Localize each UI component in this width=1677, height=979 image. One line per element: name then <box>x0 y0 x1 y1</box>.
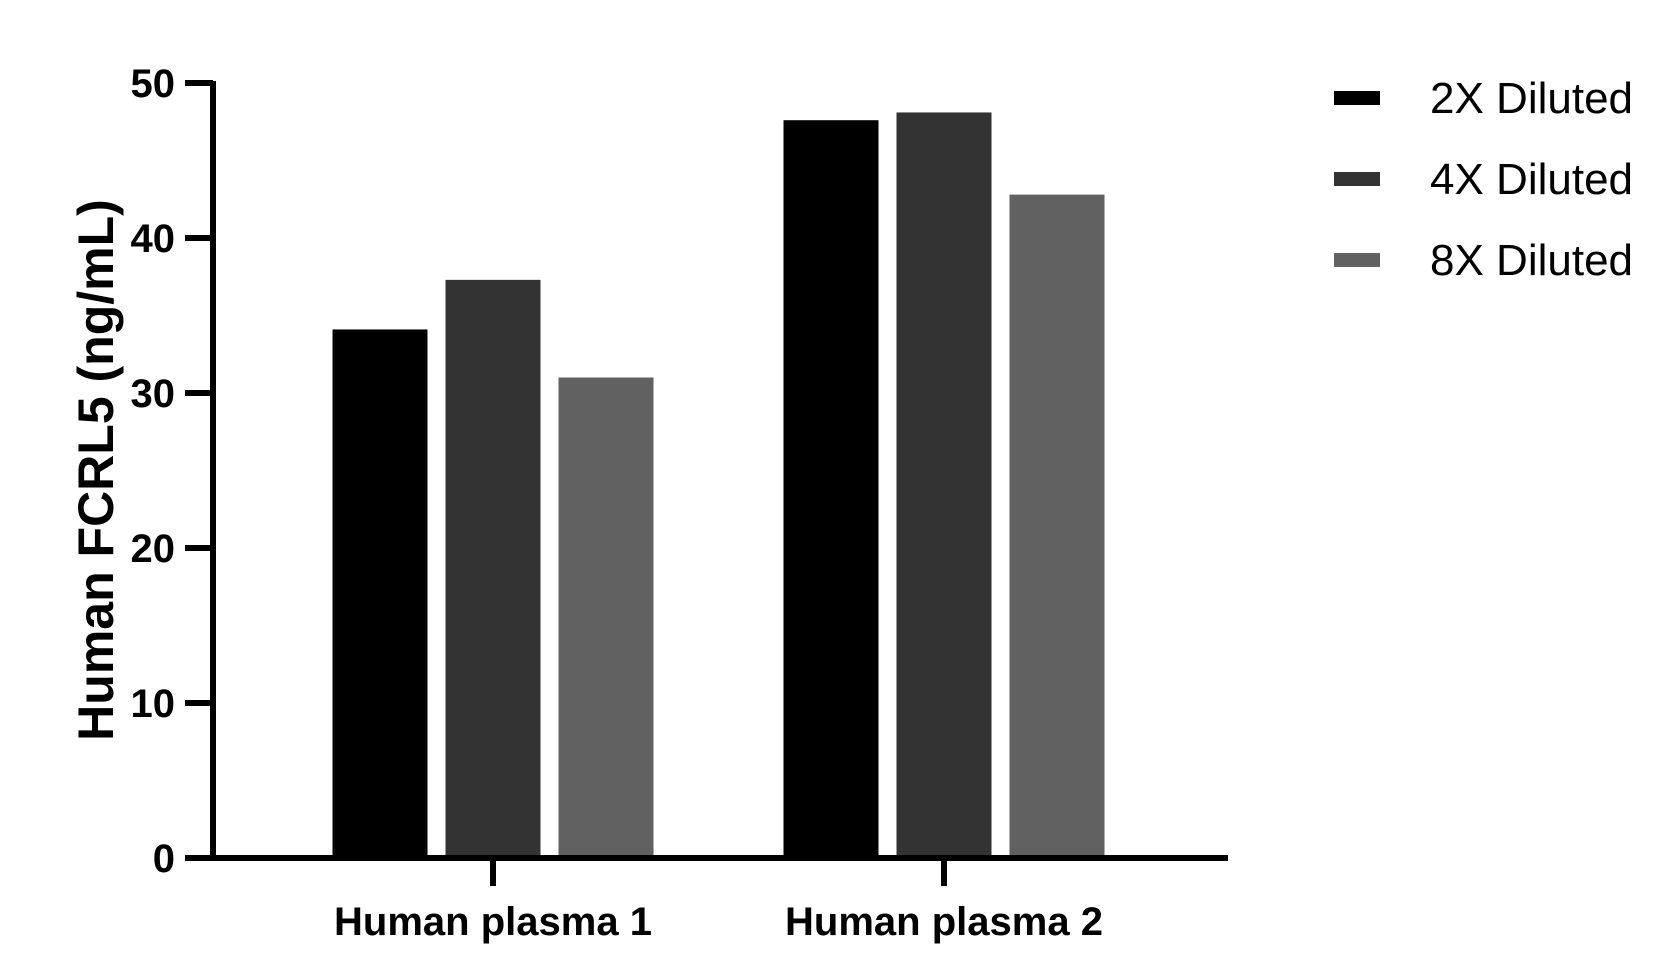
legend-label-2: 4X Diluted <box>1430 155 1633 204</box>
bar-1-3 <box>558 377 654 858</box>
legend-label-3: 8X Diluted <box>1430 236 1633 285</box>
bar-2-1 <box>783 120 879 858</box>
y-tick-label-40: 40 <box>131 217 176 261</box>
bar-2-3 <box>1009 194 1105 859</box>
bar-1-2 <box>445 279 541 859</box>
y-tick-label-20: 20 <box>131 527 176 571</box>
legend-swatch-1 <box>1334 91 1380 105</box>
legend-swatch-3 <box>1334 253 1380 267</box>
bars-layer <box>332 112 1105 859</box>
x-category-label-2: Human plasma 2 <box>785 900 1103 944</box>
axes-layer: 0 10 20 30 40 50 Human plasma 1 Human plasma 2 <box>131 62 1228 944</box>
y-tick-label-50: 50 <box>131 62 176 106</box>
legend-swatch-2 <box>1334 172 1380 186</box>
legend-label-1: 2X Diluted <box>1430 74 1633 123</box>
bar-2-2 <box>896 112 992 858</box>
y-tick-label-10: 10 <box>131 682 176 726</box>
x-category-label-1: Human plasma 1 <box>334 900 652 944</box>
bar-1-1 <box>332 329 428 858</box>
legend: 2X Diluted 4X Diluted 8X Diluted <box>1334 74 1633 285</box>
y-tick-label-30: 30 <box>131 372 176 416</box>
y-axis-title: Human FCRL5 (ng/mL) <box>68 199 124 741</box>
y-tick-label-0: 0 <box>153 837 175 881</box>
